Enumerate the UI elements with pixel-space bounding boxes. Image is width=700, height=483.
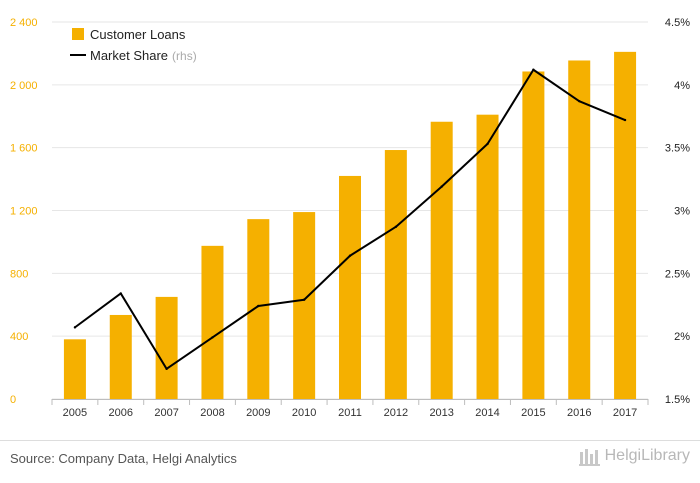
x-tick-label: 2007 <box>154 407 178 419</box>
x-tick-label: 2006 <box>109 407 133 419</box>
market-share-point <box>623 118 627 122</box>
bar-customer-loans <box>155 296 178 399</box>
bar-customer-loans <box>201 245 224 399</box>
legend-label-customer-loans: Customer Loans <box>90 27 186 42</box>
x-axis: 2005 2006 2007 2008 2009 2010 2011 2012 2013 2014… <box>51 399 649 419</box>
y-right-tick-label: 2.5% <box>665 268 690 280</box>
market-share-point <box>578 99 581 103</box>
market-share-point <box>348 254 352 257</box>
market-share-point <box>486 142 489 146</box>
bar-customer-loans <box>430 121 453 399</box>
y-left-tick-label: 0 <box>10 394 16 406</box>
y-axis-right: 1.5% 2% 2.5% 3% 3.5% 4% 4.5% <box>665 17 690 406</box>
y-right-tick-label: 3.5% <box>665 143 690 155</box>
legend-swatch-customer-loans <box>72 28 84 40</box>
legend: Customer Loans Market Share (rhs) <box>70 27 197 63</box>
market-share-point <box>73 326 77 329</box>
bars <box>63 51 637 400</box>
market-share-point <box>394 225 398 229</box>
x-tick-label: 2017 <box>613 407 637 419</box>
x-tick-label: 2016 <box>567 407 591 419</box>
x-tick-label: 2011 <box>338 407 362 419</box>
footer-divider <box>0 440 700 441</box>
market-share-line-group <box>73 68 627 371</box>
x-tick-label: 2012 <box>384 407 408 419</box>
brand-name: HelgiLibrary <box>604 447 690 464</box>
x-tick-label: 2005 <box>63 407 87 419</box>
market-share-point <box>440 185 443 188</box>
market-share-point <box>165 367 168 371</box>
y-left-tick-label: 800 <box>10 268 28 280</box>
bar-customer-loans <box>384 150 407 399</box>
bar-customer-loans <box>339 175 361 399</box>
bar-customer-loans <box>293 212 316 399</box>
y-left-tick-label: 400 <box>10 331 28 343</box>
x-tick-label: 2013 <box>429 407 453 419</box>
y-right-tick-label: 2% <box>674 331 690 343</box>
y-axis-left: 0 400 800 1 200 1 600 2 000 2 400 <box>10 17 38 406</box>
x-tick-label: 2014 <box>475 407 499 419</box>
x-tick-label: 2008 <box>200 407 224 419</box>
bar-customer-loans <box>247 219 270 399</box>
y-left-tick-label: 1 200 <box>10 206 38 218</box>
source-note: Source: Company Data, Helgi Analytics <box>10 451 237 466</box>
bar-customer-loans <box>109 314 132 399</box>
bar-customer-loans <box>476 114 499 399</box>
x-tick-label: 2010 <box>292 407 316 419</box>
y-left-tick-label: 2 400 <box>10 17 38 29</box>
y-right-tick-label: 4.5% <box>665 17 690 29</box>
market-share-point <box>532 68 535 71</box>
x-tick-label: 2015 <box>521 407 545 419</box>
bar-customer-loans <box>614 51 637 400</box>
bar-customer-loans <box>568 60 591 400</box>
market-share-point <box>257 304 260 308</box>
y-left-tick-label: 1 600 <box>10 143 38 155</box>
chart: 2005 2006 2007 2008 2009 2010 2011 2012 2013 2014… <box>10 17 690 419</box>
y-right-tick-label: 3% <box>674 206 690 218</box>
market-share-point <box>211 336 214 339</box>
legend-label-market-share-name: Market Share <box>90 48 168 63</box>
bar-customer-loans <box>522 71 545 399</box>
y-left-tick-label: 2 000 <box>10 80 38 92</box>
brand-logo: HelgiLibrary <box>578 446 690 466</box>
x-tick-label: 2009 <box>246 407 270 419</box>
legend-label-market-share: Market Share (rhs) <box>90 48 197 63</box>
y-right-tick-label: 1.5% <box>665 394 690 406</box>
market-share-point <box>302 298 306 301</box>
bar-customer-loans <box>63 339 86 399</box>
y-right-tick-label: 4% <box>674 80 690 92</box>
market-share-point <box>119 292 122 295</box>
legend-label-market-share-suffix: (rhs) <box>172 49 197 63</box>
library-icon <box>578 449 600 466</box>
